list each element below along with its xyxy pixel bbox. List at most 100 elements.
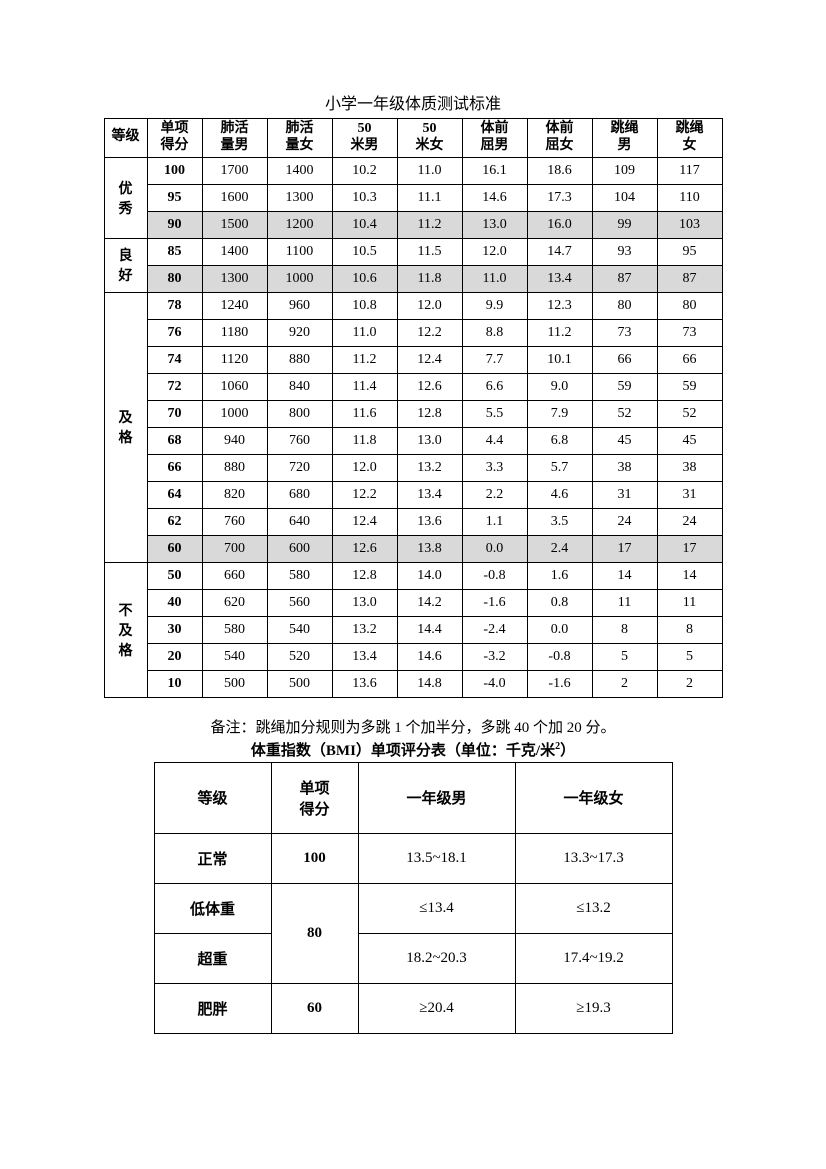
value-cell: 12.8 [332, 562, 397, 589]
value-cell: 6.6 [462, 373, 527, 400]
value-cell: 117 [657, 157, 722, 184]
score-cell: 72 [147, 373, 202, 400]
value-cell: 580 [202, 616, 267, 643]
bmi-female-cell: ≤13.2 [515, 883, 672, 933]
score-cell: 50 [147, 562, 202, 589]
value-cell: 1.1 [462, 508, 527, 535]
score-cell: 100 [147, 157, 202, 184]
value-cell: 93 [592, 238, 657, 265]
value-cell: 31 [592, 481, 657, 508]
bmi-title-text: 体重指数（BMI）单项评分表（单位：千克/米 [251, 743, 555, 759]
bmi-male-cell: 18.2~20.3 [358, 933, 515, 983]
value-cell: 1400 [202, 238, 267, 265]
value-cell: 80 [592, 292, 657, 319]
value-cell: 1.6 [527, 562, 592, 589]
value-cell: 9.0 [527, 373, 592, 400]
value-cell: 1700 [202, 157, 267, 184]
value-cell: 0.0 [527, 616, 592, 643]
bmi-male-cell: ≥20.4 [358, 983, 515, 1033]
value-cell: 12.4 [397, 346, 462, 373]
bmi-row: 超重 18.2~20.317.4~19.2 [154, 933, 672, 983]
value-cell: 6.8 [527, 427, 592, 454]
value-cell: 13.0 [332, 589, 397, 616]
bmi-male-cell: ≤13.4 [358, 883, 515, 933]
value-cell: 13.6 [332, 670, 397, 697]
column-header: 50米男 [332, 119, 397, 158]
value-cell: 580 [267, 562, 332, 589]
column-header: 体前屈女 [527, 119, 592, 158]
value-cell: 620 [202, 589, 267, 616]
value-cell: 9.9 [462, 292, 527, 319]
bmi-title: 体重指数（BMI）单项评分表（单位：千克/米2） [0, 739, 826, 760]
value-cell: 13.2 [397, 454, 462, 481]
table-row: 2054052013.414.6-3.2-0.855 [104, 643, 722, 670]
value-cell: 7.9 [527, 400, 592, 427]
value-cell: 45 [592, 427, 657, 454]
value-cell: 14.7 [527, 238, 592, 265]
value-cell: 13.8 [397, 535, 462, 562]
score-cell: 74 [147, 346, 202, 373]
value-cell: -1.6 [527, 670, 592, 697]
value-cell: 500 [267, 670, 332, 697]
table-header: 等级单项得分肺活量男肺活量女50米男50米女体前屈男体前屈女跳绳男跳绳女 [104, 119, 722, 158]
value-cell: 3.3 [462, 454, 527, 481]
value-cell: 1240 [202, 292, 267, 319]
score-cell: 78 [147, 292, 202, 319]
table-row: 6482068012.213.42.24.63131 [104, 481, 722, 508]
bmi-column-header: 一年级女 [515, 762, 672, 833]
value-cell: 0.0 [462, 535, 527, 562]
grade-cell: 不及格 [104, 562, 147, 697]
table-row: 良好851400110010.511.512.014.79395 [104, 238, 722, 265]
value-cell: 104 [592, 184, 657, 211]
column-header: 单项得分 [147, 119, 202, 158]
value-cell: 13.0 [397, 427, 462, 454]
value-cell: 10.5 [332, 238, 397, 265]
score-cell: 80 [147, 265, 202, 292]
bmi-grade-cell: 超重 [154, 933, 271, 983]
value-cell: 640 [267, 508, 332, 535]
table-row: 6276064012.413.61.13.52424 [104, 508, 722, 535]
value-cell: 73 [592, 319, 657, 346]
value-cell: 10.2 [332, 157, 397, 184]
value-cell: 11.0 [397, 157, 462, 184]
value-cell: 12.0 [462, 238, 527, 265]
bmi-row: 肥胖60≥20.4≥19.3 [154, 983, 672, 1033]
value-cell: 10.3 [332, 184, 397, 211]
value-cell: 11.2 [397, 211, 462, 238]
value-cell: 14.2 [397, 589, 462, 616]
bmi-female-cell: 17.4~19.2 [515, 933, 672, 983]
value-cell: 1180 [202, 319, 267, 346]
column-header: 等级 [104, 119, 147, 158]
value-cell: 8 [657, 616, 722, 643]
value-cell: 1400 [267, 157, 332, 184]
bmi-score-cell: 100 [271, 833, 358, 883]
column-header: 肺活量男 [202, 119, 267, 158]
value-cell: 540 [267, 616, 332, 643]
table-row: 3058054013.214.4-2.40.088 [104, 616, 722, 643]
table-row: 4062056013.014.2-1.60.81111 [104, 589, 722, 616]
score-cell: 64 [147, 481, 202, 508]
score-cell: 70 [147, 400, 202, 427]
value-cell: 12.0 [332, 454, 397, 481]
value-cell: 38 [657, 454, 722, 481]
table-row: 6894076011.813.04.46.84545 [104, 427, 722, 454]
value-cell: 11 [657, 589, 722, 616]
value-cell: 2 [592, 670, 657, 697]
score-cell: 30 [147, 616, 202, 643]
value-cell: 11 [592, 589, 657, 616]
value-cell: 103 [657, 211, 722, 238]
value-cell: 8 [592, 616, 657, 643]
value-cell: 2 [657, 670, 722, 697]
fitness-standards-table: 等级单项得分肺活量男肺活量女50米男50米女体前屈男体前屈女跳绳男跳绳女 优秀1… [104, 118, 723, 698]
value-cell: 1600 [202, 184, 267, 211]
value-cell: 700 [202, 535, 267, 562]
value-cell: -0.8 [462, 562, 527, 589]
value-cell: 80 [657, 292, 722, 319]
score-cell: 95 [147, 184, 202, 211]
score-cell: 60 [147, 535, 202, 562]
value-cell: -3.2 [462, 643, 527, 670]
value-cell: 11.0 [332, 319, 397, 346]
value-cell: 2.4 [527, 535, 592, 562]
value-cell: 1500 [202, 211, 267, 238]
value-cell: 4.6 [527, 481, 592, 508]
